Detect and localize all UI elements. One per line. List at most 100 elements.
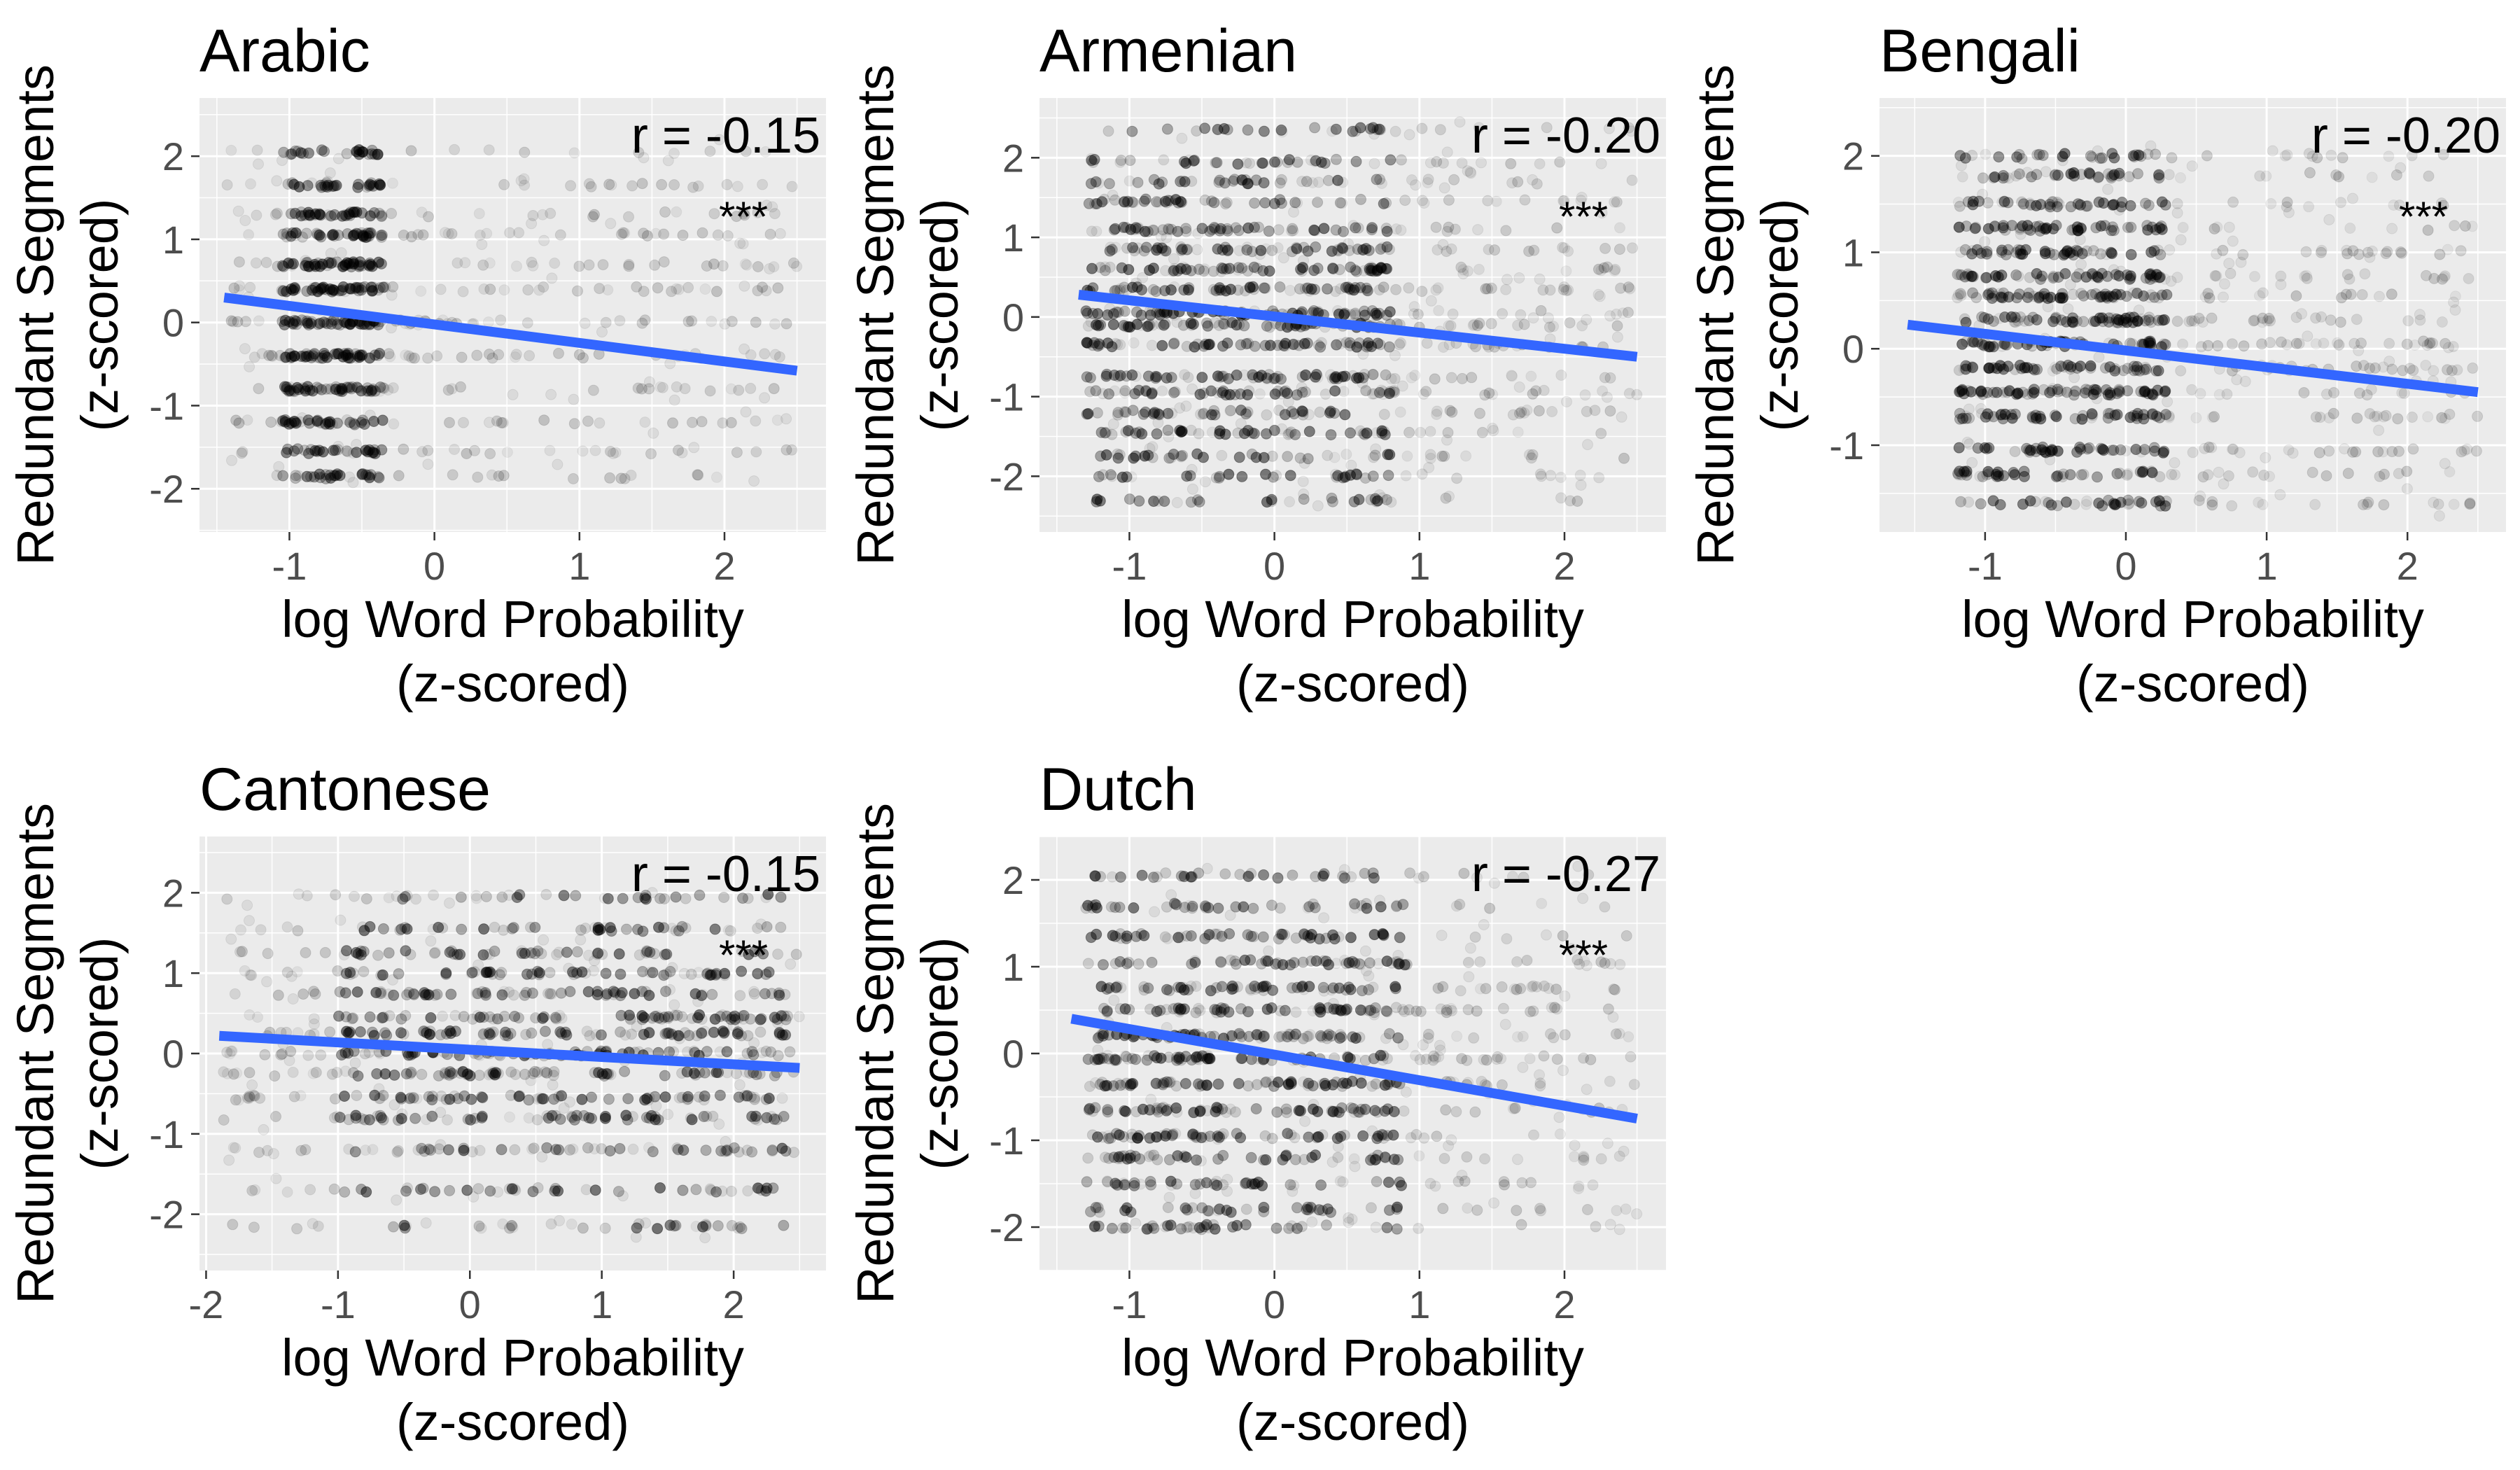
scatter-point (1461, 1151, 1473, 1163)
scatter-point (349, 206, 360, 218)
scatter-point (2072, 198, 2084, 210)
scatter-point (2253, 290, 2265, 302)
scatter-point (1126, 281, 1138, 293)
facet-title: Cantonese (200, 756, 491, 823)
scatter-point (352, 382, 364, 394)
scatter-point (2011, 151, 2023, 163)
scatter-point (1170, 1128, 1182, 1140)
scatter-point (311, 382, 323, 393)
scatter-point (2287, 447, 2299, 459)
x-tick-label: 1 (2256, 544, 2278, 588)
scatter-point (520, 1028, 532, 1040)
scatter-point (2050, 169, 2062, 181)
scatter-point (335, 914, 346, 926)
scatter-point (2122, 222, 2134, 233)
scatter-point (227, 1068, 239, 1080)
scatter-point (639, 314, 651, 326)
scatter-point (612, 1186, 624, 1198)
scatter-point (2444, 466, 2456, 477)
scatter-point (330, 381, 342, 393)
scatter-point (729, 1010, 741, 1022)
scatter-point (1284, 428, 1296, 439)
scatter-point (1958, 465, 1970, 477)
scatter-point (1147, 284, 1159, 295)
scatter-point (321, 351, 333, 363)
scatter-point (368, 281, 379, 293)
scatter-point (2057, 471, 2068, 483)
scatter-point (351, 439, 363, 450)
scatter-point (343, 1114, 355, 1126)
scatter-point (2113, 314, 2125, 326)
scatter-point (1330, 224, 1342, 236)
scatter-point (766, 201, 778, 213)
scatter-point (309, 281, 321, 293)
scatter-point (710, 471, 722, 483)
scatter-point (1562, 245, 1574, 257)
scatter-point (461, 448, 472, 459)
scatter-point (359, 1048, 371, 1060)
scatter-point (2369, 411, 2381, 423)
scatter-point (2013, 148, 2025, 160)
scatter-point (325, 248, 337, 260)
scatter-point (344, 471, 356, 483)
scatter-point (525, 1074, 537, 1086)
scatter-point (2238, 340, 2250, 352)
scatter-point (2066, 246, 2078, 258)
scatter-point (1382, 1177, 1394, 1188)
scatter-point (1530, 385, 1542, 397)
scatter-point (615, 1026, 626, 1038)
scatter-point (1327, 997, 1339, 1009)
scatter-point (1423, 462, 1435, 473)
scatter-point (2078, 290, 2090, 302)
scatter-point (780, 1029, 792, 1041)
scatter-point (1466, 372, 1478, 384)
scatter-point (2341, 244, 2353, 256)
scatter-point (1370, 307, 1382, 319)
scatter-point (1973, 387, 1984, 398)
scatter-point (2136, 313, 2148, 325)
scatter-point (605, 1069, 617, 1081)
scatter-point (545, 207, 556, 219)
scatter-point (708, 208, 720, 220)
scatter-point (643, 990, 655, 1001)
scatter-point (332, 440, 344, 452)
scatter-point (1576, 320, 1588, 332)
scatter-point (1212, 1078, 1224, 1090)
scatter-point (634, 949, 645, 961)
y-tick-label: 2 (162, 134, 184, 178)
scatter-point (330, 384, 342, 396)
scatter-point (1574, 470, 1586, 481)
scatter-point (769, 1113, 780, 1125)
scatter-point (1347, 1031, 1359, 1043)
scatter-point (2386, 223, 2398, 234)
scatter-point (365, 210, 377, 222)
scatter-point (1168, 253, 1180, 265)
scatter-point (376, 211, 388, 223)
scatter-point (2388, 200, 2400, 211)
scatter-point (405, 231, 417, 243)
scatter-point (221, 179, 233, 191)
scatter-point (784, 1046, 796, 1058)
scatter-point (1286, 225, 1298, 237)
scatter-point (2347, 446, 2358, 458)
scatter-point (255, 924, 267, 936)
scatter-point (652, 1010, 664, 1022)
scatter-point (388, 1069, 400, 1081)
scatter-point (1212, 124, 1224, 135)
scatter-point (1318, 223, 1330, 234)
scatter-point (1270, 470, 1282, 482)
scatter-point (2211, 221, 2223, 233)
scatter-point (2275, 279, 2287, 290)
scatter-point (341, 1026, 352, 1037)
scatter-point (1151, 196, 1163, 208)
scatter-point (1996, 196, 2008, 208)
scatter-point (1518, 407, 1530, 419)
scatter-point (324, 416, 336, 428)
scatter-point (1616, 411, 1628, 423)
scatter-point (1188, 155, 1200, 167)
scatter-point (1370, 1078, 1382, 1090)
scatter-point (613, 948, 625, 960)
x-tick-label: 2 (2397, 544, 2418, 588)
scatter-point (1242, 389, 1254, 400)
scatter-point (1246, 246, 1258, 258)
